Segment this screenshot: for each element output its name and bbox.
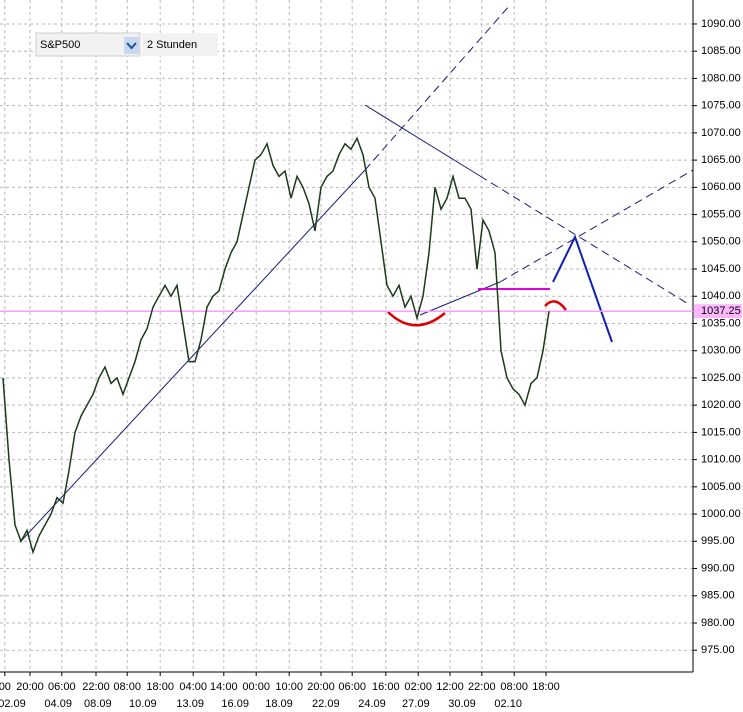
y-tick-label: 1060.00 bbox=[701, 181, 741, 193]
y-tick-label: 1010.00 bbox=[701, 454, 741, 466]
x-tick-label: 00:00 bbox=[242, 681, 270, 693]
trend-line-extension bbox=[479, 175, 691, 306]
y-tick-label: 1040.00 bbox=[701, 290, 741, 302]
y-tick-label: 985.00 bbox=[701, 590, 735, 602]
bottom-arc bbox=[387, 311, 446, 327]
date-label: 30.09 bbox=[448, 698, 476, 710]
date-label: 02.09 bbox=[0, 698, 26, 710]
y-tick-label: 1005.00 bbox=[701, 481, 741, 493]
x-tick-label: 10:00 bbox=[275, 681, 303, 693]
x-tick-label: 00 bbox=[0, 681, 11, 693]
x-tick-label: 16:00 bbox=[372, 681, 400, 693]
price-line bbox=[2, 136, 550, 555]
symbol[interactable]: S&P500 bbox=[40, 39, 80, 51]
trend-line bbox=[364, 104, 481, 177]
y-tick-label: 1055.00 bbox=[701, 208, 741, 220]
x-tick-label: 22:00 bbox=[82, 681, 110, 693]
x-tick-label: 04:00 bbox=[179, 681, 207, 693]
y-tick-label: 980.00 bbox=[701, 617, 735, 629]
trend-line-extension bbox=[364, 4, 511, 171]
x-tick-label: 02:00 bbox=[404, 681, 432, 693]
x-tick-label: 18:00 bbox=[146, 681, 174, 693]
y-tick-label: 1035.00 bbox=[701, 317, 741, 329]
y-tick-label: 1050.00 bbox=[701, 236, 741, 248]
symbol-selector[interactable]: S&P500 bbox=[35, 32, 141, 57]
chevron bbox=[126, 42, 137, 50]
date-label: 02.10 bbox=[494, 698, 522, 710]
timeframe[interactable]: 2 Stunden bbox=[147, 39, 197, 51]
x-tick-label: 14:00 bbox=[210, 681, 238, 693]
y-tick-label: 1025.00 bbox=[701, 372, 741, 384]
y-tick-label: 1000.00 bbox=[701, 508, 741, 520]
y-tick-label: 995.00 bbox=[701, 535, 735, 547]
dropdown-button[interactable] bbox=[124, 37, 139, 54]
date-label: 08.09 bbox=[84, 698, 112, 710]
date-label: 22.09 bbox=[312, 698, 340, 710]
y-tick-label: 1075.00 bbox=[701, 100, 741, 112]
y-tick-label: 1070.00 bbox=[701, 127, 741, 139]
y-tick-label: 975.00 bbox=[701, 644, 735, 656]
current-price-box bbox=[694, 304, 742, 319]
timeframe-box[interactable] bbox=[142, 33, 218, 56]
trend-line-extension bbox=[499, 169, 694, 283]
x-tick-label: 08:00 bbox=[500, 681, 528, 693]
date-label: 04.09 bbox=[44, 698, 72, 710]
date-label: 27.09 bbox=[402, 698, 430, 710]
dropdown[interactable] bbox=[35, 32, 141, 57]
date-label: 10.09 bbox=[129, 698, 157, 710]
x-tick-label: 06:00 bbox=[48, 681, 76, 693]
y-tick-label: 1090.00 bbox=[701, 18, 741, 30]
x-tick-label: 08:00 bbox=[113, 681, 141, 693]
date-label: 13.09 bbox=[176, 698, 204, 710]
x-tick-label: 18:00 bbox=[532, 681, 560, 693]
trend-line bbox=[419, 281, 501, 316]
y-tick-label: 1015.00 bbox=[701, 426, 741, 438]
y-tick-label: 1085.00 bbox=[701, 45, 741, 57]
x-tick-label: 12:00 bbox=[436, 681, 464, 693]
y-tick-label: 990.00 bbox=[701, 562, 735, 574]
date-label: 24.09 bbox=[358, 698, 386, 710]
trend-line bbox=[21, 169, 366, 541]
current-price-label: 1037.25 bbox=[701, 305, 741, 317]
date-label: 16.09 bbox=[221, 698, 249, 710]
x-tick-label: 20:00 bbox=[307, 681, 335, 693]
y-tick-label: 1045.00 bbox=[701, 263, 741, 275]
y-tick-label: 1080.00 bbox=[701, 72, 741, 84]
top-arc bbox=[544, 300, 568, 311]
x-tick-label: 06:00 bbox=[338, 681, 366, 693]
forecast-arrow bbox=[552, 234, 613, 343]
y-tick-label: 1030.00 bbox=[701, 345, 741, 357]
y-tick-label: 1065.00 bbox=[701, 154, 741, 166]
x-tick-label: 22:00 bbox=[468, 681, 496, 693]
y-tick-label: 1020.00 bbox=[701, 399, 741, 411]
x-tick-label: 20:00 bbox=[16, 681, 44, 693]
date-label: 18.09 bbox=[265, 698, 293, 710]
